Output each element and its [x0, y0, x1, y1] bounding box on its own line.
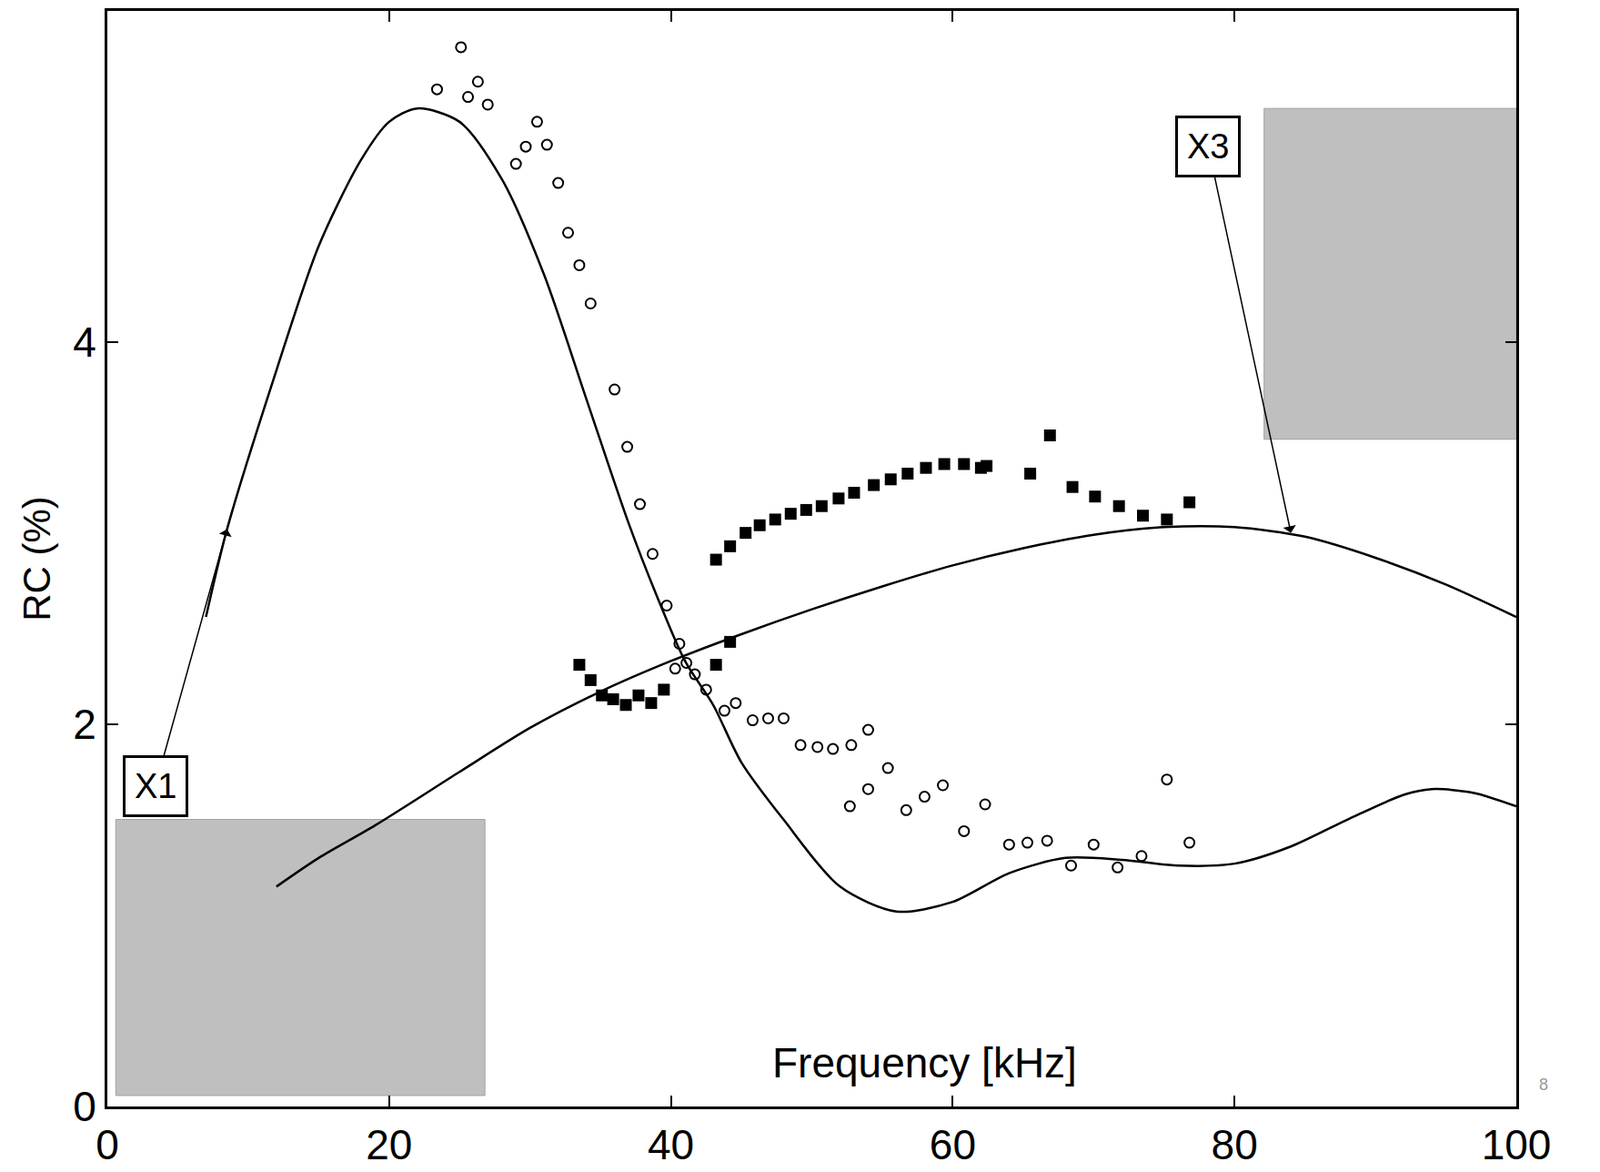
- svg-text:RC (%): RC (%): [15, 495, 59, 622]
- svg-text:60: 60: [929, 1120, 977, 1168]
- svg-text:80: 80: [1211, 1120, 1258, 1168]
- svg-text:X3: X3: [1187, 127, 1229, 166]
- svg-text:40: 40: [647, 1120, 695, 1168]
- svg-text:20: 20: [365, 1120, 413, 1168]
- svg-text:100: 100: [1481, 1120, 1552, 1168]
- svg-text:X1: X1: [134, 766, 177, 806]
- svg-text:0: 0: [72, 1082, 97, 1130]
- svg-text:0: 0: [95, 1120, 120, 1168]
- svg-text:Frequency [kHz]: Frequency [kHz]: [772, 1038, 1077, 1087]
- svg-text:4: 4: [72, 318, 97, 366]
- svg-text:8: 8: [1539, 1075, 1549, 1094]
- svg-text:2: 2: [72, 700, 97, 748]
